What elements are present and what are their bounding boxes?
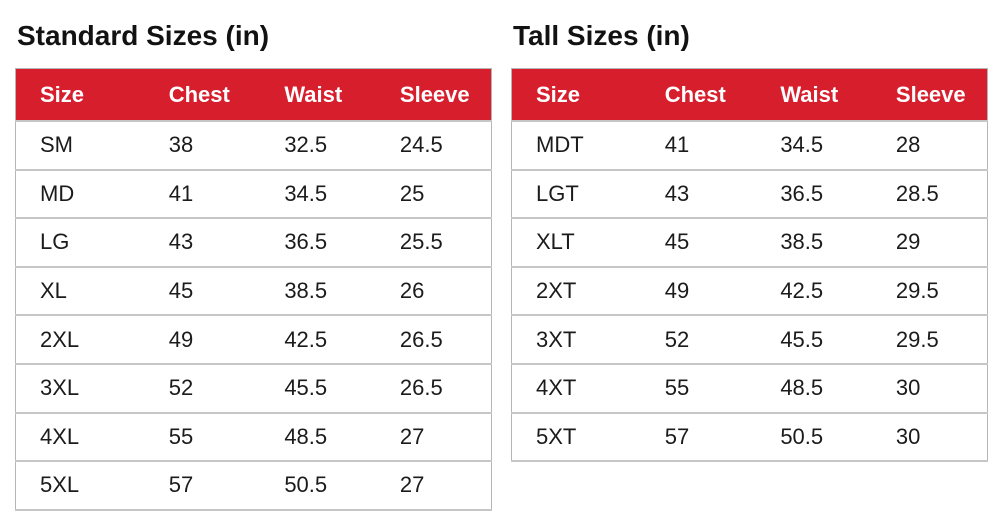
measurement-cell: 48.5 xyxy=(756,363,872,414)
size-cell: SM xyxy=(15,121,145,171)
size-chart-page: Standard Sizes (in) Size Chest Waist Sleeve… xyxy=(15,21,988,511)
measurement-cell: 52 xyxy=(640,315,757,365)
measurement-cell: 28 xyxy=(871,121,988,171)
measurement-cell: 28.5 xyxy=(871,169,988,220)
size-cell: 4XT xyxy=(511,363,641,414)
measurement-cell: 52 xyxy=(144,363,261,414)
table-row: 5XL 57 50.5 27 xyxy=(15,461,492,511)
size-cell: LG xyxy=(15,218,145,268)
table-row: SM 38 32.5 24.5 xyxy=(15,121,492,171)
measurement-cell: 34.5 xyxy=(756,121,872,171)
column-header-chest: Chest xyxy=(144,68,261,122)
size-cell: 2XL xyxy=(15,315,145,365)
column-header-sleeve: Sleeve xyxy=(375,68,492,122)
table-row: LG 43 36.5 25.5 xyxy=(15,218,492,268)
measurement-cell: 25.5 xyxy=(375,218,492,268)
measurement-cell: 45.5 xyxy=(756,315,872,365)
measurement-cell: 43 xyxy=(144,218,261,268)
measurement-cell: 36.5 xyxy=(756,169,872,220)
measurement-cell: 41 xyxy=(144,169,261,220)
table-row: MD 41 34.5 25 xyxy=(15,169,492,220)
table-row: MDT 41 34.5 28 xyxy=(511,121,988,171)
measurement-cell: 30 xyxy=(871,412,988,463)
table-row: XL 45 38.5 26 xyxy=(15,266,492,317)
size-cell: 3XL xyxy=(15,363,145,414)
table-row: 3XL 52 45.5 26.5 xyxy=(15,363,492,414)
measurement-cell: 38 xyxy=(144,121,261,171)
size-cell: 5XT xyxy=(511,412,641,463)
measurement-cell: 55 xyxy=(640,363,757,414)
measurement-cell: 27 xyxy=(375,461,492,511)
measurement-cell: 29 xyxy=(871,218,988,268)
measurement-cell: 48.5 xyxy=(260,412,376,463)
tall-sizes-title: Tall Sizes (in) xyxy=(513,20,690,51)
column-header-size: Size xyxy=(15,68,145,122)
table-row: 4XL 55 48.5 27 xyxy=(15,412,492,463)
table-row: 2XL 49 42.5 26.5 xyxy=(15,315,492,365)
column-header-chest: Chest xyxy=(640,68,757,122)
measurement-cell: 50.5 xyxy=(260,461,376,511)
measurement-cell: 26.5 xyxy=(375,315,492,365)
measurement-cell: 26 xyxy=(375,266,492,317)
table-row: 2XT 49 42.5 29.5 xyxy=(511,266,988,317)
size-cell: XL xyxy=(15,266,145,317)
standard-sizes-title: Standard Sizes (in) xyxy=(17,20,270,51)
measurement-cell: 57 xyxy=(144,461,261,511)
table-row: XLT 45 38.5 29 xyxy=(511,218,988,268)
measurement-cell: 26.5 xyxy=(375,363,492,414)
size-cell: MDT xyxy=(511,121,641,171)
measurement-cell: 25 xyxy=(375,169,492,220)
measurement-cell: 49 xyxy=(144,315,261,365)
measurement-cell: 29.5 xyxy=(871,266,988,317)
measurement-cell: 50.5 xyxy=(756,412,872,463)
standard-sizes-section: Standard Sizes (in) Size Chest Waist Sleeve… xyxy=(15,21,492,511)
measurement-cell: 38.5 xyxy=(260,266,376,317)
measurement-cell: 32.5 xyxy=(260,121,376,171)
size-cell: 4XL xyxy=(15,412,145,463)
column-header-size: Size xyxy=(511,68,641,122)
measurement-cell: 38.5 xyxy=(756,218,872,268)
measurement-cell: 43 xyxy=(640,169,757,220)
measurement-cell: 42.5 xyxy=(260,315,376,365)
column-header-waist: Waist xyxy=(756,68,872,122)
measurement-cell: 57 xyxy=(640,412,757,463)
size-cell: XLT xyxy=(511,218,641,268)
header-row: Size Chest Waist Sleeve xyxy=(15,68,492,122)
measurement-cell: 41 xyxy=(640,121,757,171)
size-cell: MD xyxy=(15,169,145,220)
measurement-cell: 34.5 xyxy=(260,169,376,220)
measurement-cell: 42.5 xyxy=(756,266,872,317)
table-row: 5XT 57 50.5 30 xyxy=(511,412,988,463)
measurement-cell: 49 xyxy=(640,266,757,317)
tall-sizes-table: Size Chest Waist Sleeve MDT 41 34.5 28 LGT 43 36.5… xyxy=(511,68,988,463)
measurement-cell: 30 xyxy=(871,363,988,414)
column-header-sleeve: Sleeve xyxy=(871,68,988,122)
measurement-cell: 27 xyxy=(375,412,492,463)
measurement-cell: 36.5 xyxy=(260,218,376,268)
size-cell: 3XT xyxy=(511,315,641,365)
column-header-waist: Waist xyxy=(260,68,376,122)
header-row: Size Chest Waist Sleeve xyxy=(511,68,988,122)
measurement-cell: 45 xyxy=(640,218,757,268)
measurement-cell: 55 xyxy=(144,412,261,463)
size-cell: LGT xyxy=(511,169,641,220)
measurement-cell: 45 xyxy=(144,266,261,317)
size-cell: 5XL xyxy=(15,461,145,511)
table-row: 3XT 52 45.5 29.5 xyxy=(511,315,988,365)
standard-sizes-table: Size Chest Waist Sleeve SM 38 32.5 24.5 MD 41 34.5… xyxy=(15,68,492,511)
table-row: LGT 43 36.5 28.5 xyxy=(511,169,988,220)
size-cell: 2XT xyxy=(511,266,641,317)
measurement-cell: 29.5 xyxy=(871,315,988,365)
measurement-cell: 24.5 xyxy=(375,121,492,171)
table-row: 4XT 55 48.5 30 xyxy=(511,363,988,414)
tall-sizes-section: Tall Sizes (in) Size Chest Waist Sleeve MDT 4… xyxy=(511,21,988,511)
measurement-cell: 45.5 xyxy=(260,363,376,414)
